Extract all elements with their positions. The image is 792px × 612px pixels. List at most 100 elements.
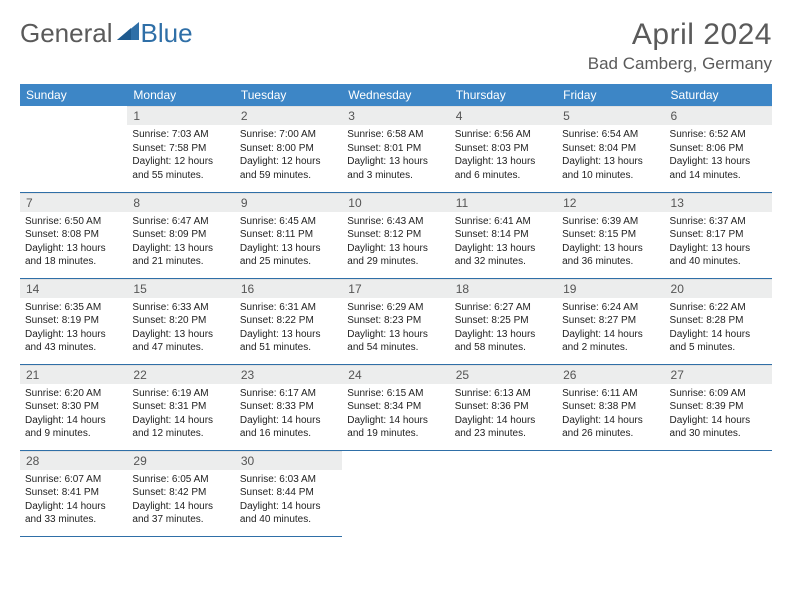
sunset-text: Sunset: 8:23 PM (347, 314, 444, 328)
sunrise-text: Sunrise: 6:31 AM (240, 301, 337, 315)
sunset-text: Sunset: 8:22 PM (240, 314, 337, 328)
sunset-text: Sunset: 7:58 PM (132, 142, 229, 156)
day-number: 16 (235, 279, 342, 298)
sunset-text: Sunset: 8:17 PM (670, 228, 767, 242)
day-content: Sunrise: 6:07 AMSunset: 8:41 PMDaylight:… (20, 470, 127, 531)
daylight-text: and 23 minutes. (455, 427, 552, 441)
daylight-text: and 55 minutes. (132, 169, 229, 183)
daylight-text: Daylight: 14 hours (455, 414, 552, 428)
brand-sail-icon (117, 22, 139, 40)
day-content (450, 469, 557, 476)
day-content: Sunrise: 6:11 AMSunset: 8:38 PMDaylight:… (557, 384, 664, 445)
day-content: Sunrise: 6:15 AMSunset: 8:34 PMDaylight:… (342, 384, 449, 445)
sunrise-text: Sunrise: 6:11 AM (562, 387, 659, 401)
day-number: 26 (557, 365, 664, 384)
day-number: 13 (665, 193, 772, 212)
day-content (342, 469, 449, 476)
calendar-day: 2Sunrise: 7:00 AMSunset: 8:00 PMDaylight… (235, 106, 342, 192)
sunrise-text: Sunrise: 6:39 AM (562, 215, 659, 229)
day-number: 3 (342, 106, 449, 125)
sunrise-text: Sunrise: 7:00 AM (240, 128, 337, 142)
daylight-text: Daylight: 13 hours (25, 242, 122, 256)
day-content: Sunrise: 6:24 AMSunset: 8:27 PMDaylight:… (557, 298, 664, 359)
day-content: Sunrise: 6:20 AMSunset: 8:30 PMDaylight:… (20, 384, 127, 445)
daylight-text: and 37 minutes. (132, 513, 229, 527)
day-number: 8 (127, 193, 234, 212)
sunrise-text: Sunrise: 6:24 AM (562, 301, 659, 315)
sunrise-text: Sunrise: 6:15 AM (347, 387, 444, 401)
sunset-text: Sunset: 8:27 PM (562, 314, 659, 328)
day-number: 14 (20, 279, 127, 298)
day-content: Sunrise: 6:29 AMSunset: 8:23 PMDaylight:… (342, 298, 449, 359)
calendar-day: 7Sunrise: 6:50 AMSunset: 8:08 PMDaylight… (20, 192, 127, 278)
calendar-day: 17Sunrise: 6:29 AMSunset: 8:23 PMDayligh… (342, 278, 449, 364)
daylight-text: Daylight: 12 hours (132, 155, 229, 169)
daylight-text: Daylight: 14 hours (562, 328, 659, 342)
daylight-text: Daylight: 13 hours (670, 242, 767, 256)
weekday-header: Wednesday (342, 84, 449, 106)
daylight-text: and 16 minutes. (240, 427, 337, 441)
daylight-text: and 58 minutes. (455, 341, 552, 355)
sunrise-text: Sunrise: 6:29 AM (347, 301, 444, 315)
day-content: Sunrise: 6:41 AMSunset: 8:14 PMDaylight:… (450, 212, 557, 273)
calendar-day: 3Sunrise: 6:58 AMSunset: 8:01 PMDaylight… (342, 106, 449, 192)
day-content: Sunrise: 7:03 AMSunset: 7:58 PMDaylight:… (127, 125, 234, 186)
daylight-text: Daylight: 13 hours (132, 328, 229, 342)
day-number: 30 (235, 451, 342, 470)
day-number: 24 (342, 365, 449, 384)
day-content: Sunrise: 6:52 AMSunset: 8:06 PMDaylight:… (665, 125, 772, 186)
title-block: April 2024 Bad Camberg, Germany (588, 18, 772, 74)
daylight-text: and 51 minutes. (240, 341, 337, 355)
day-content (665, 469, 772, 476)
day-number: 21 (20, 365, 127, 384)
daylight-text: Daylight: 13 hours (455, 242, 552, 256)
weekday-header: Monday (127, 84, 234, 106)
daylight-text: Daylight: 13 hours (132, 242, 229, 256)
daylight-text: and 18 minutes. (25, 255, 122, 269)
calendar-day: 5Sunrise: 6:54 AMSunset: 8:04 PMDaylight… (557, 106, 664, 192)
day-content: Sunrise: 6:39 AMSunset: 8:15 PMDaylight:… (557, 212, 664, 273)
calendar-day: 22Sunrise: 6:19 AMSunset: 8:31 PMDayligh… (127, 364, 234, 450)
sunset-text: Sunset: 8:09 PM (132, 228, 229, 242)
day-content: Sunrise: 6:31 AMSunset: 8:22 PMDaylight:… (235, 298, 342, 359)
daylight-text: Daylight: 12 hours (240, 155, 337, 169)
day-number: 1 (127, 106, 234, 125)
day-content: Sunrise: 6:45 AMSunset: 8:11 PMDaylight:… (235, 212, 342, 273)
sunrise-text: Sunrise: 6:54 AM (562, 128, 659, 142)
daylight-text: Daylight: 13 hours (562, 155, 659, 169)
sunrise-text: Sunrise: 6:03 AM (240, 473, 337, 487)
sunset-text: Sunset: 8:19 PM (25, 314, 122, 328)
calendar-week: 7Sunrise: 6:50 AMSunset: 8:08 PMDaylight… (20, 192, 772, 278)
day-content: Sunrise: 6:03 AMSunset: 8:44 PMDaylight:… (235, 470, 342, 531)
calendar-day: 26Sunrise: 6:11 AMSunset: 8:38 PMDayligh… (557, 364, 664, 450)
day-number: 4 (450, 106, 557, 125)
sunrise-text: Sunrise: 6:47 AM (132, 215, 229, 229)
month-title: April 2024 (588, 18, 772, 52)
daylight-text: and 19 minutes. (347, 427, 444, 441)
day-number: 18 (450, 279, 557, 298)
daylight-text: and 25 minutes. (240, 255, 337, 269)
sunset-text: Sunset: 8:15 PM (562, 228, 659, 242)
day-content: Sunrise: 6:09 AMSunset: 8:39 PMDaylight:… (665, 384, 772, 445)
day-number: 17 (342, 279, 449, 298)
day-number: 25 (450, 365, 557, 384)
calendar-day: 6Sunrise: 6:52 AMSunset: 8:06 PMDaylight… (665, 106, 772, 192)
calendar-day: 9Sunrise: 6:45 AMSunset: 8:11 PMDaylight… (235, 192, 342, 278)
sunrise-text: Sunrise: 6:27 AM (455, 301, 552, 315)
sunrise-text: Sunrise: 6:43 AM (347, 215, 444, 229)
day-number: 27 (665, 365, 772, 384)
calendar-day: 4Sunrise: 6:56 AMSunset: 8:03 PMDaylight… (450, 106, 557, 192)
calendar-day: 14Sunrise: 6:35 AMSunset: 8:19 PMDayligh… (20, 278, 127, 364)
daylight-text: and 29 minutes. (347, 255, 444, 269)
daylight-text: and 21 minutes. (132, 255, 229, 269)
daylight-text: Daylight: 14 hours (25, 414, 122, 428)
day-content: Sunrise: 6:35 AMSunset: 8:19 PMDaylight:… (20, 298, 127, 359)
calendar-day (450, 450, 557, 536)
day-content: Sunrise: 6:37 AMSunset: 8:17 PMDaylight:… (665, 212, 772, 273)
daylight-text: and 36 minutes. (562, 255, 659, 269)
calendar-day: 15Sunrise: 6:33 AMSunset: 8:20 PMDayligh… (127, 278, 234, 364)
sunrise-text: Sunrise: 6:13 AM (455, 387, 552, 401)
daylight-text: and 5 minutes. (670, 341, 767, 355)
daylight-text: Daylight: 14 hours (132, 500, 229, 514)
sunrise-text: Sunrise: 6:33 AM (132, 301, 229, 315)
